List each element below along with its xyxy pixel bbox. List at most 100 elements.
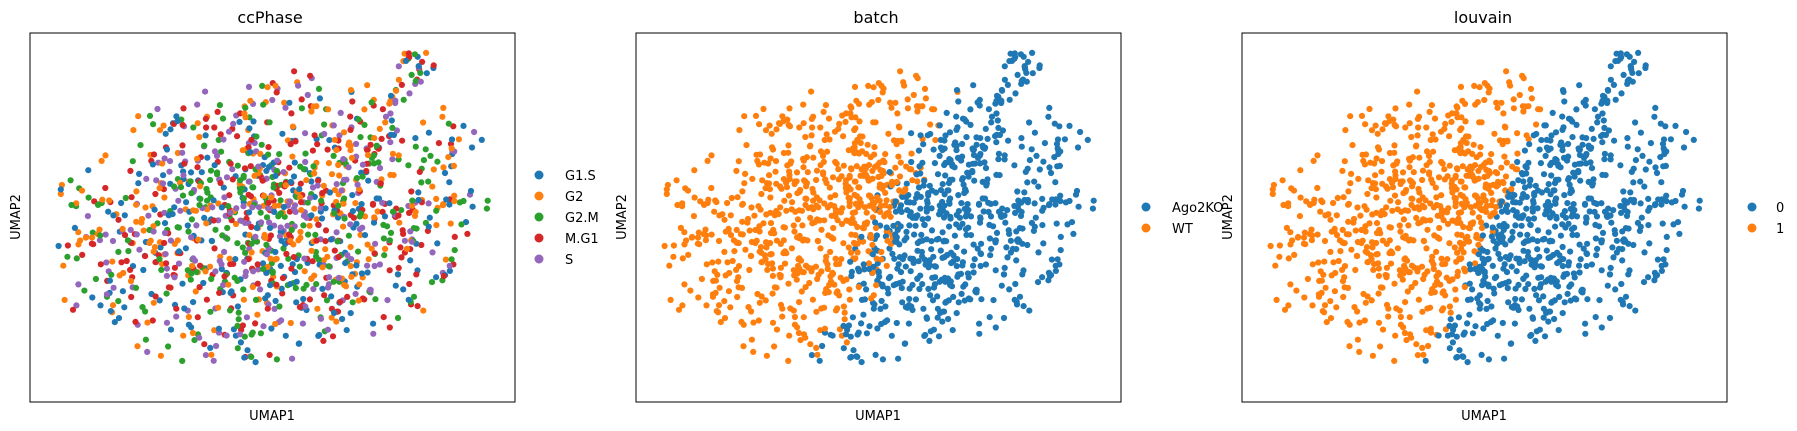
scatter-point [1397, 321, 1404, 328]
scatter-point [772, 168, 779, 175]
scatter-point [1624, 77, 1631, 84]
legend-marker [1141, 202, 1151, 212]
scatter-point [359, 161, 366, 168]
legend-marker [534, 212, 544, 222]
scatter-point [1379, 126, 1386, 133]
scatter-point [1438, 255, 1445, 262]
scatter-point [400, 96, 407, 103]
scatter-point [253, 133, 260, 140]
scatter-point [1552, 200, 1559, 207]
scatter-point [322, 227, 330, 234]
scatter-point [794, 270, 801, 277]
scatter-point [1508, 186, 1515, 193]
scatter-point [802, 133, 809, 141]
scatter-point [386, 324, 393, 331]
scatter-point [1582, 219, 1590, 226]
scatter-point [976, 219, 984, 226]
scatter-point [771, 343, 778, 350]
scatter-point [1423, 327, 1430, 334]
scatter-point [1543, 136, 1550, 143]
scatter-point [1501, 153, 1508, 160]
scatter-point [1036, 166, 1043, 173]
scatter-point [166, 158, 174, 165]
scatter-point [412, 135, 419, 142]
scatter-point [1596, 223, 1603, 230]
scatter-point [425, 129, 432, 136]
scatter-point [1586, 208, 1593, 215]
scatter-point [715, 258, 722, 265]
scatter-point [223, 332, 230, 339]
scatter-point [931, 281, 939, 288]
scatter-point [302, 303, 309, 310]
scatter-point [967, 121, 974, 128]
scatter-point [1290, 187, 1298, 194]
scatter-point [1039, 195, 1046, 202]
scatter-point [921, 85, 929, 92]
legend-marker [534, 254, 544, 264]
scatter-point [337, 298, 344, 305]
scatter-point [812, 263, 820, 270]
scatter-point [941, 253, 948, 261]
scatter-point [1534, 238, 1541, 245]
scatter-point [820, 108, 827, 115]
scatter-point [388, 117, 395, 124]
scatter-point [866, 101, 873, 108]
scatter-point [711, 208, 718, 215]
scatter-point [214, 108, 221, 115]
scatter-point [1419, 308, 1426, 315]
scatter-point [1423, 245, 1430, 252]
scatter-point [1436, 235, 1443, 242]
scatter-point [843, 110, 850, 117]
scatter-point [934, 293, 941, 300]
scatter-point [884, 285, 891, 292]
scatter-point [1385, 305, 1392, 312]
scatter-point [328, 293, 335, 300]
scatter-point [340, 156, 347, 163]
scatter-point [827, 248, 834, 255]
scatter-point [1491, 130, 1498, 137]
panel-title: louvain [1454, 8, 1512, 27]
scatter-point [1394, 245, 1401, 252]
scatter-point [1565, 175, 1572, 182]
scatter-point [188, 190, 195, 197]
scatter-point [1423, 124, 1430, 131]
scatter-point [907, 268, 914, 275]
scatter-point [670, 242, 678, 249]
scatter-point [781, 197, 788, 204]
scatter-point [1442, 260, 1449, 267]
scatter-point [921, 177, 928, 184]
scatter-point [1498, 164, 1505, 171]
scatter-point [448, 256, 455, 263]
scatter-point [295, 82, 302, 89]
scatter-point [871, 205, 878, 212]
scatter-point [387, 139, 394, 146]
scatter-point [826, 136, 833, 143]
scatter-point [780, 224, 787, 231]
scatter-point [814, 351, 821, 358]
scatter-point [869, 251, 877, 258]
scatter-point [1052, 201, 1059, 208]
scatter-point [923, 204, 930, 211]
scatter-point [918, 231, 925, 238]
scatter-point [115, 298, 122, 305]
scatter-point [1029, 49, 1036, 57]
scatter-point [247, 149, 254, 156]
scatter-point [1472, 265, 1479, 273]
scatter-point [207, 308, 214, 315]
scatter-point [137, 142, 144, 149]
scatter-point [248, 249, 255, 256]
scatter-point [870, 84, 877, 91]
scatter-point [196, 334, 203, 341]
scatter-point [1631, 58, 1638, 65]
scatter-point [919, 281, 926, 288]
scatter-point [916, 163, 923, 170]
scatter-point [412, 208, 419, 216]
scatter-point [994, 117, 1001, 124]
scatter-point [971, 256, 978, 263]
scatter-point [1327, 315, 1335, 322]
scatter-point [1385, 113, 1392, 120]
scatter-point [1559, 126, 1566, 133]
scatter-point [946, 200, 953, 207]
scatter-point [371, 160, 378, 167]
scatter-point [1485, 167, 1492, 175]
